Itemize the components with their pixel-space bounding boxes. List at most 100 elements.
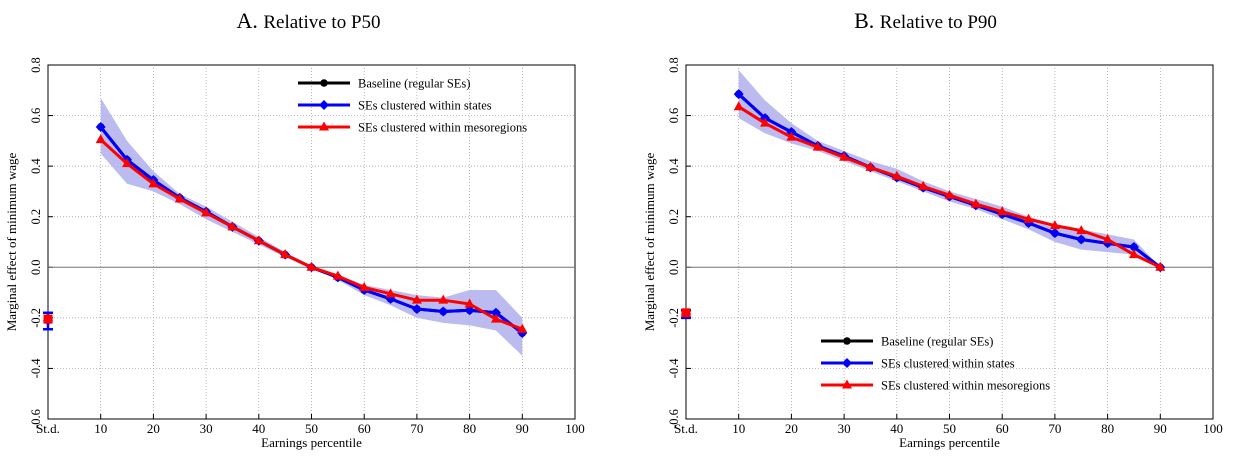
series-2-point — [944, 189, 955, 199]
series-2-point — [253, 235, 264, 245]
x-tick-label: St.d. — [36, 421, 60, 436]
y-tick-label: -0.4 — [29, 358, 43, 379]
y-tick-label: -0.6 — [29, 409, 43, 429]
x-tick-label: 30 — [200, 421, 213, 436]
x-tick-label: 70 — [1048, 421, 1061, 436]
series-1-point — [411, 304, 422, 315]
series-2-point — [306, 261, 317, 271]
series-2-point — [201, 207, 212, 217]
series-2-point — [1155, 261, 1166, 271]
series-2-point — [517, 323, 528, 333]
series-2-point — [1049, 220, 1060, 230]
series-2-point — [490, 313, 501, 323]
panel-a-title: A. Relative to P50 — [0, 8, 617, 34]
confidence-band — [738, 70, 1161, 268]
series-2-point — [1076, 225, 1087, 235]
legend-label-2: SEs clustered within mesoregions — [358, 121, 527, 135]
std-point-meso — [681, 308, 691, 318]
x-axis-label: Earnings percentile — [261, 435, 362, 450]
series-2-point — [411, 294, 422, 304]
y-axis-label: Marginal effect of minimum wage — [642, 152, 657, 331]
series-2-point — [148, 178, 159, 188]
series-2-point — [359, 282, 370, 292]
series-2-point — [464, 298, 475, 308]
series-1-point — [438, 306, 449, 317]
legend-label-0: Baseline (regular SEs) — [358, 77, 470, 91]
x-tick-label: 10 — [94, 421, 107, 436]
series-2-group — [681, 101, 1166, 317]
series-2-point — [918, 180, 929, 190]
series-1-point — [1049, 228, 1060, 239]
y-tick-label: -0.2 — [29, 308, 43, 328]
legend-marker-1 — [319, 100, 329, 110]
series-2-point — [1102, 233, 1113, 243]
x-tick-label: 30 — [838, 421, 851, 436]
y-tick-label: 0.0 — [667, 259, 681, 275]
series-2-point — [891, 170, 902, 180]
y-tick-label: 0.8 — [29, 57, 43, 73]
series-1-point — [464, 305, 475, 316]
panel-b-title-text: Relative to P90 — [879, 12, 997, 33]
series-2-point — [1128, 249, 1139, 259]
series-1-point — [1128, 242, 1139, 253]
y-tick-label: 0.8 — [667, 57, 681, 73]
series-2-point — [786, 131, 797, 141]
x-tick-label: 40 — [890, 421, 903, 436]
y-tick-label: -0.6 — [667, 409, 681, 429]
y-tick-label: -0.2 — [667, 308, 681, 328]
series-2-point — [174, 193, 185, 203]
chart-b: St.d. 10 20 30 40 50 60 70 80 90 100 -0.6 -0.4 -0.2 0.… — [642, 57, 1223, 450]
legend-marker-0 — [320, 79, 328, 87]
x-tick-label: 80 — [1101, 421, 1114, 436]
panel-a-title-text: Relative to P50 — [263, 12, 381, 33]
legend-label-1: SEs clustered within states — [358, 99, 492, 113]
series-2-point — [970, 198, 981, 208]
legend-marker-0 — [843, 337, 851, 345]
y-tick-label: 0.4 — [29, 158, 43, 174]
x-tick-label: 20 — [147, 421, 160, 436]
series-line-1 — [737, 92, 1162, 269]
panel-b-title: B. Relative to P90 — [617, 8, 1234, 34]
legend-label-2: SEs clustered within mesoregions — [881, 379, 1050, 393]
x-tick-label: 20 — [785, 421, 798, 436]
x-tick-label: 100 — [565, 421, 585, 436]
x-tick-label: 60 — [996, 421, 1009, 436]
legend-marker-2 — [842, 379, 852, 389]
series-2-point — [385, 288, 396, 298]
x-tick-label: 100 — [1203, 421, 1223, 436]
series-2-point — [95, 134, 106, 144]
series-2-point — [839, 151, 850, 161]
legend-label-0: Baseline (regular SEs) — [881, 335, 993, 349]
series-2-point — [1023, 213, 1034, 223]
x-tick-label: 60 — [358, 421, 371, 436]
x-axis-label: Earnings percentile — [899, 435, 1000, 450]
series-2-point — [227, 221, 238, 231]
y-axis-label: Marginal effect of minimum wage — [4, 152, 19, 331]
y-tick-label: 0.6 — [667, 108, 681, 124]
panel-a-title-prefix: A. — [236, 8, 258, 33]
series-2-point — [760, 117, 771, 127]
x-tick-label: 50 — [305, 421, 318, 436]
series-2-point — [122, 158, 133, 168]
series-2-point — [733, 101, 744, 111]
series-2-point — [812, 141, 823, 151]
series-1-point — [95, 121, 106, 132]
series-2-point — [332, 270, 343, 280]
legend-label-1: SEs clustered within states — [881, 357, 1015, 371]
std-point-meso — [43, 314, 53, 324]
x-tick-label: 90 — [1154, 421, 1167, 436]
series-2-point — [438, 294, 449, 304]
y-tick-label: 0.2 — [29, 209, 43, 225]
legend-marker-1 — [842, 358, 852, 368]
series-1-point — [733, 89, 744, 100]
x-tick-label: St.d. — [674, 421, 698, 436]
y-tick-label: 0.4 — [667, 158, 681, 174]
series-2-group — [43, 134, 528, 333]
series-1-point — [490, 307, 501, 318]
x-tick-label: 90 — [516, 421, 529, 436]
y-tick-label: 0.2 — [667, 209, 681, 225]
legend-marker-2 — [319, 121, 329, 131]
x-tick-label: 40 — [252, 421, 265, 436]
series-1-point — [1076, 234, 1087, 245]
